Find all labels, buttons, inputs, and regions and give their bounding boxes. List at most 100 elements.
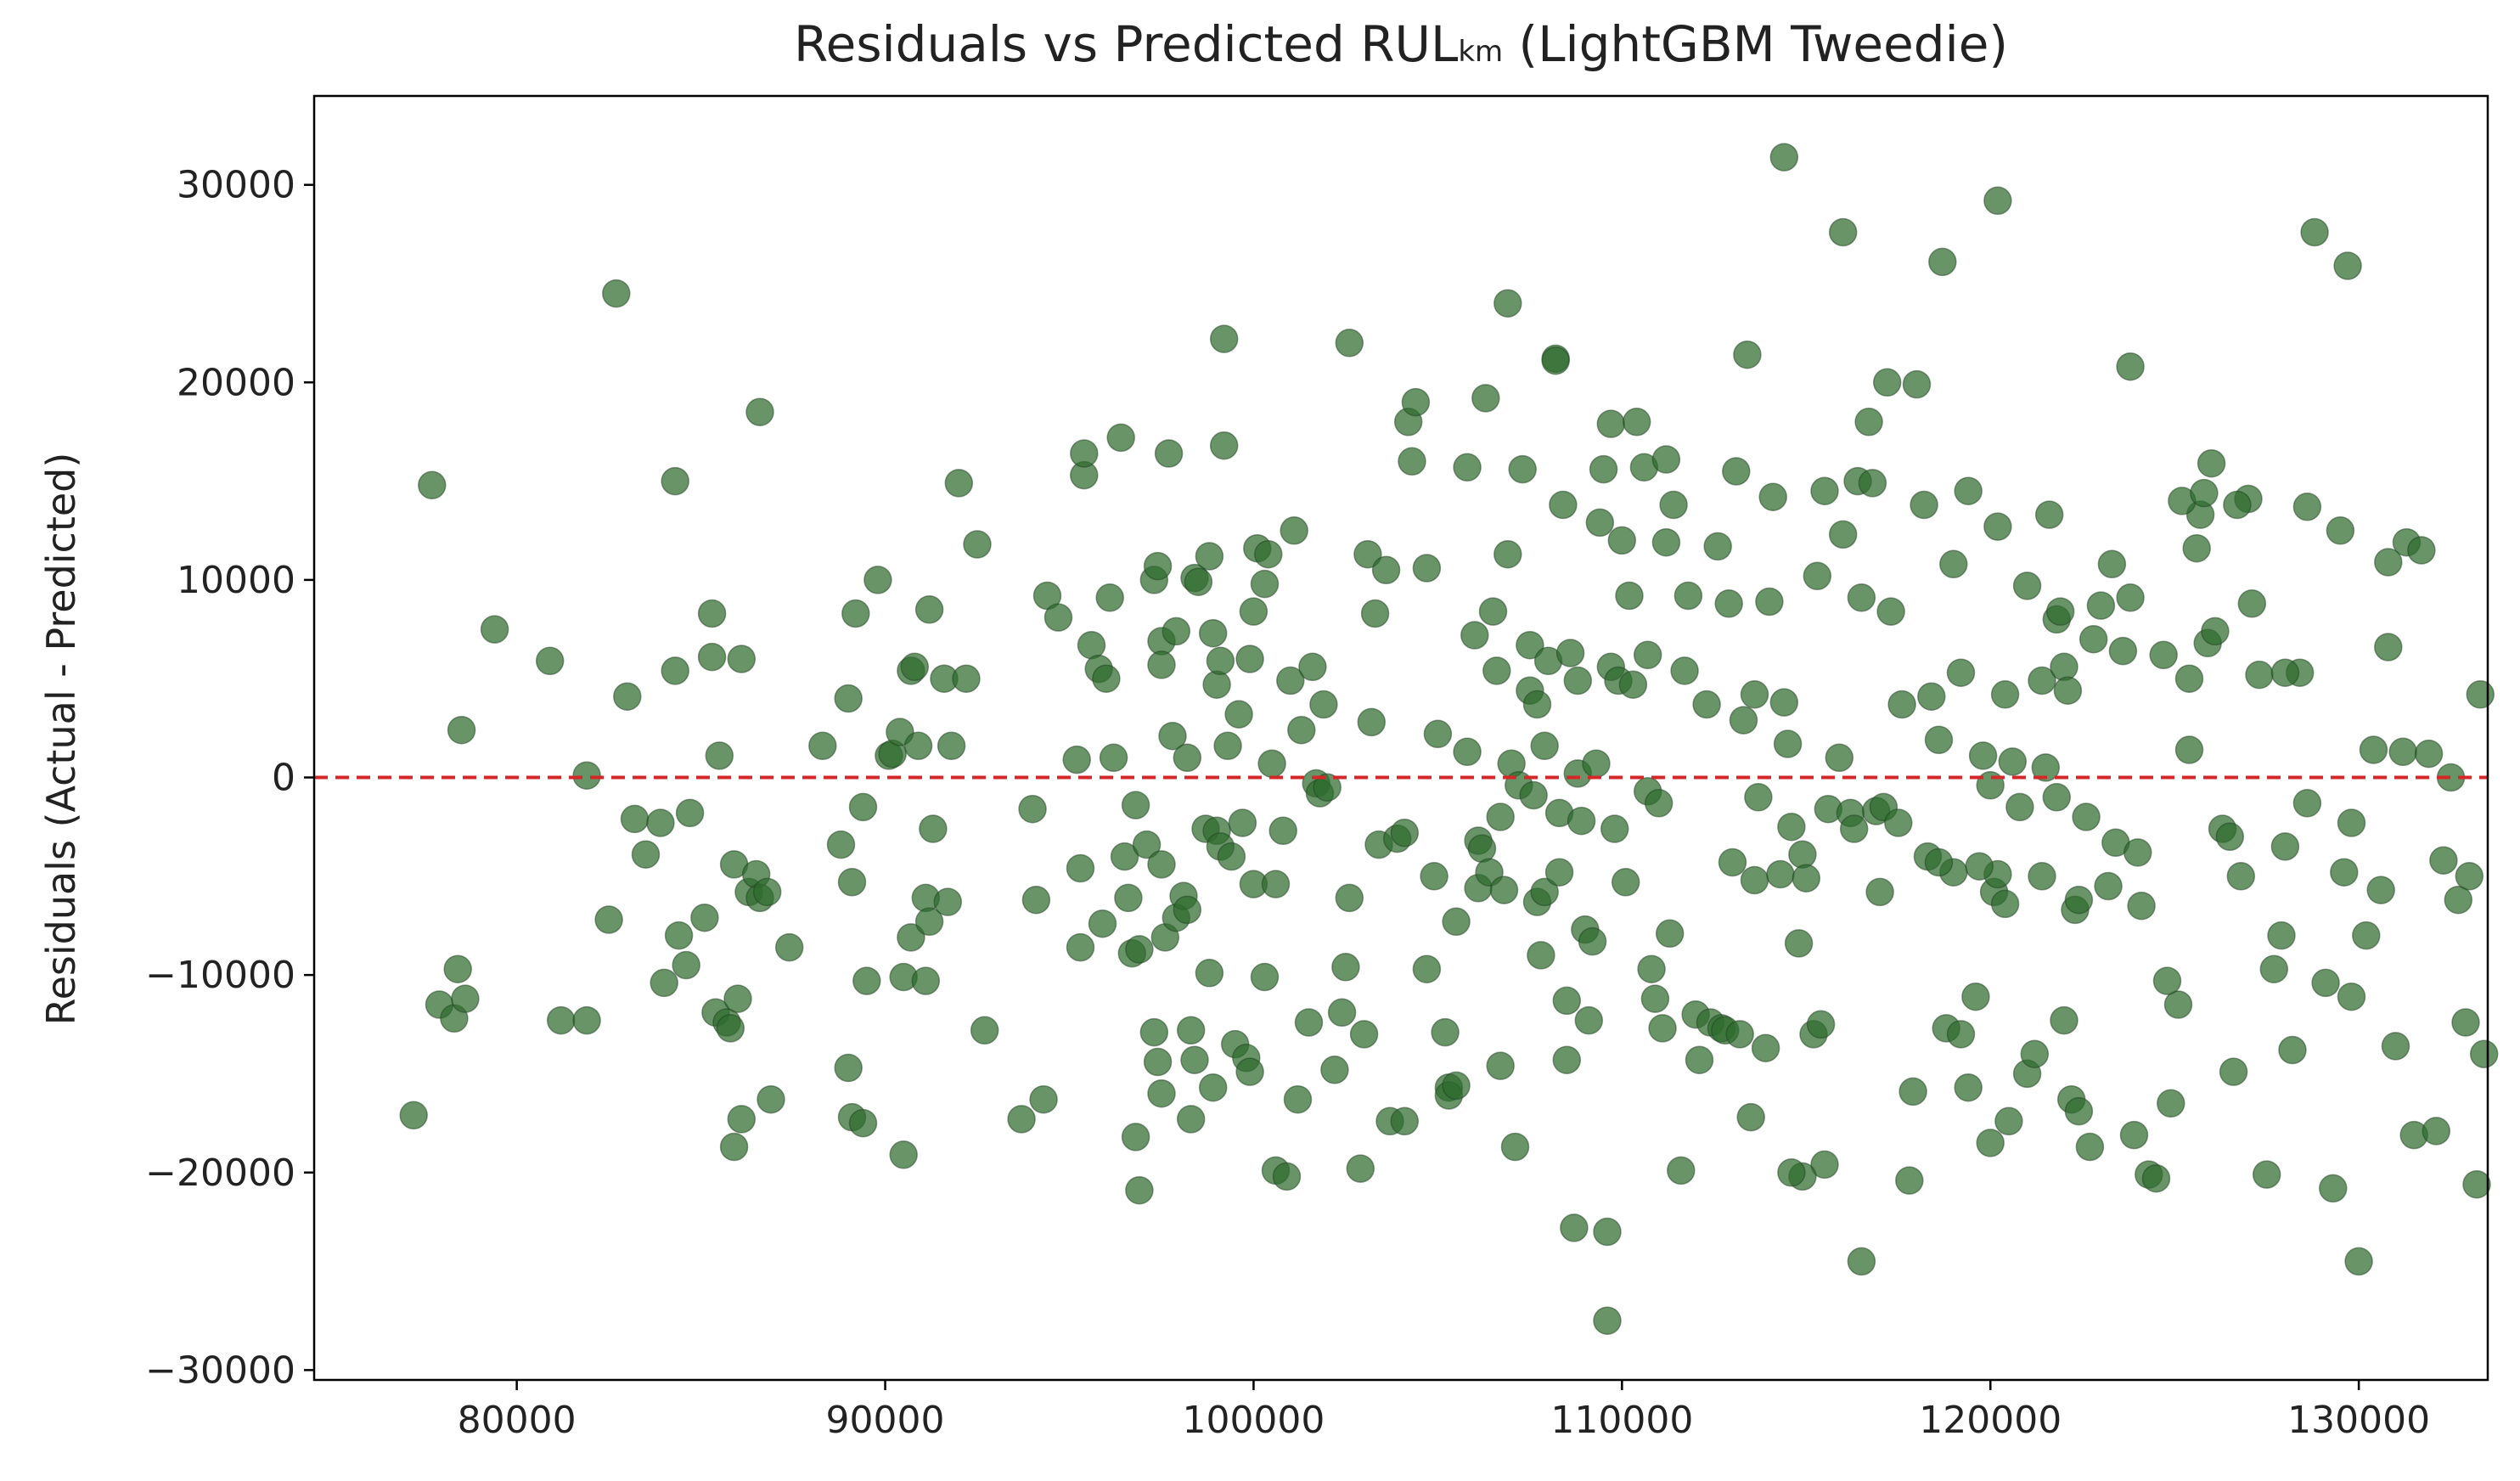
scatter-point <box>2152 966 2182 995</box>
scatter-point <box>1224 700 1253 729</box>
scatter-point <box>2116 352 2145 381</box>
scatter-point <box>1769 143 1799 172</box>
scatter-point <box>1195 959 1224 988</box>
scatter-point <box>1593 1217 1622 1247</box>
scatter-point <box>705 741 734 770</box>
scatter-point <box>2123 838 2152 867</box>
scatter-point <box>1070 439 1099 468</box>
scatter-point <box>1261 870 1291 898</box>
scatter-point <box>2053 676 2083 705</box>
scatter-point <box>848 1108 878 1138</box>
y-tick-label: 30000 <box>177 164 295 207</box>
scatter-point <box>1902 369 1932 399</box>
scatter-point <box>535 646 565 676</box>
scatter-point <box>1552 1045 1582 1074</box>
scatter-point <box>1522 690 1552 719</box>
scatter-point <box>1884 808 1913 837</box>
scatter-point <box>2388 737 2417 767</box>
scatter-point <box>1968 741 1998 770</box>
scatter-point <box>1839 814 1869 843</box>
scatter-point <box>1792 864 1821 893</box>
scatter-point <box>834 1053 863 1083</box>
scatter-point <box>716 1014 745 1043</box>
scatter-point <box>1560 1214 1589 1242</box>
scatter-point <box>1390 818 1420 847</box>
scatter-point <box>745 397 774 426</box>
scatter-point <box>1667 1156 1696 1185</box>
scatter-point <box>1287 715 1316 745</box>
chart-title: Residuals vs Predicted RULkm (LightGBM T… <box>794 15 2008 73</box>
scatter-point <box>1872 368 1902 397</box>
scatter-point <box>1018 794 1047 824</box>
scatter-point <box>1257 749 1286 778</box>
scatter-point <box>2337 982 2366 1011</box>
scatter-point <box>2352 921 2381 950</box>
scatter-point <box>1585 508 1615 538</box>
scatter-point <box>620 804 650 834</box>
scatter-point <box>2267 921 2296 950</box>
scatter-point <box>1655 919 1685 949</box>
scatter-point <box>1043 603 1073 632</box>
scatter-point <box>933 887 963 916</box>
scatter-point <box>757 1084 785 1114</box>
scatter-point <box>1162 617 1191 646</box>
scatter-point <box>1114 883 1143 913</box>
scatter-point <box>1500 1132 1530 1162</box>
scatter-point <box>2072 802 2101 831</box>
scatter-point <box>1596 409 1626 438</box>
scatter-point <box>2119 1120 2149 1150</box>
scatter-point <box>2050 652 2078 682</box>
scatter-point <box>1486 802 1515 831</box>
scatter-point <box>1431 1017 1460 1047</box>
scatter-point <box>1371 555 1401 585</box>
y-tick-label: 0 <box>272 757 295 800</box>
scatter-point <box>1335 329 1364 358</box>
scatter-point <box>2097 549 2127 579</box>
scatter-point <box>1478 597 1508 626</box>
scatter-point <box>2300 217 2329 247</box>
scatter-point <box>1803 561 1832 591</box>
scatter-point <box>1147 650 1176 679</box>
scatter-point <box>631 840 661 869</box>
y-axis-label: Residuals (Actual - Predicted) <box>38 453 84 1026</box>
scatter-point <box>1983 186 2012 216</box>
scatter-point <box>1147 1078 1176 1108</box>
scatter-point <box>1280 516 1308 545</box>
scatter-point <box>2469 1039 2499 1068</box>
scatter-point <box>1976 1129 2005 1157</box>
scatter-point <box>1327 998 1357 1028</box>
scatter-point <box>1132 830 1162 859</box>
scatter-point <box>2012 572 2042 600</box>
scatter-point <box>1335 883 1364 913</box>
scatter-point <box>675 798 705 828</box>
scatter-point <box>2429 846 2458 875</box>
scatter-point <box>2462 1169 2491 1199</box>
scatter-point <box>1961 982 1990 1011</box>
scatter-point <box>697 642 727 672</box>
x-tick-label: 100000 <box>1182 1399 1325 1442</box>
scatter-point <box>1077 630 1106 660</box>
scatter-point <box>2163 990 2193 1019</box>
scatter-point <box>863 566 892 594</box>
scatter-point <box>1412 554 1442 583</box>
scatter-point <box>1555 639 1585 667</box>
scatter-point <box>1773 729 1803 758</box>
scatter-point <box>1541 346 1570 375</box>
scatter-point <box>1673 581 1703 611</box>
scatter-point <box>1854 408 1883 436</box>
scatter-point <box>1998 747 2028 776</box>
scatter-point <box>1250 962 1280 992</box>
scatter-point <box>2116 583 2145 612</box>
scatter-point <box>1729 706 1758 735</box>
scatter-point <box>1552 986 1582 1016</box>
scatter-point <box>1516 630 1544 660</box>
axis-ticks: 80000 90000 100000 110000 120000 130000−30000… <box>145 164 2430 1442</box>
scatter-point <box>1184 567 1213 596</box>
scatter-point <box>752 877 782 907</box>
scatter-point <box>1349 1020 1379 1049</box>
scatter-point <box>1357 707 1387 737</box>
scatter-point <box>646 808 675 837</box>
y-tick-label: 20000 <box>177 361 295 404</box>
